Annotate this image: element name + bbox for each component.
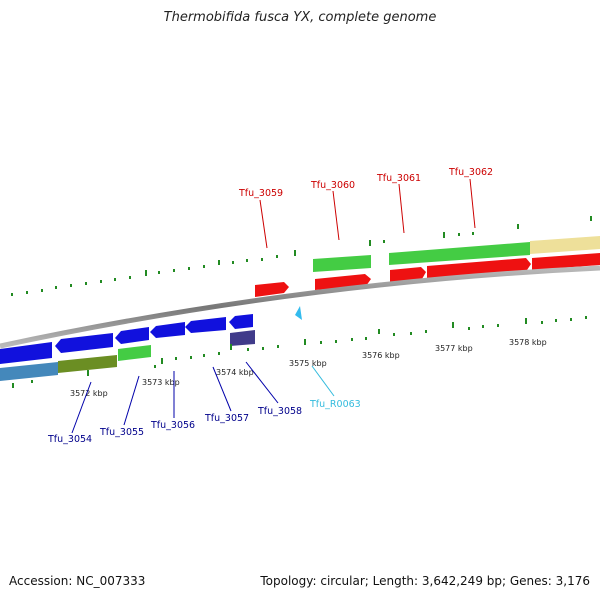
gene-arrow-tfu-3059[interactable]: [255, 282, 289, 297]
forward-gene-labels: Tfu_3059 Tfu_3060 Tfu_3061 Tfu_3062: [238, 167, 493, 199]
gene-label[interactable]: Tfu_3057: [204, 413, 249, 424]
reverse-gene-labels: Tfu_3054 Tfu_3055 Tfu_3056 Tfu_3057 Tfu_…: [47, 406, 302, 445]
cds-band-tfu-3058[interactable]: [230, 330, 255, 346]
gene-label[interactable]: Tfu_3056: [150, 420, 195, 431]
gene-arrow-forward-3[interactable]: [427, 258, 531, 278]
cds-band-tfu-3054[interactable]: [0, 362, 58, 381]
gene-arrow-reverse-3[interactable]: [115, 327, 149, 344]
gene-label[interactable]: Tfu_3060: [310, 180, 355, 191]
cds-band-tfu-3056[interactable]: [118, 345, 151, 361]
accession-text: Accession: NC_007333: [9, 574, 146, 588]
kbp-label: 3577 kbp: [435, 344, 473, 353]
forward-leader-lines: [259, 178, 476, 249]
kbp-label: 3574 kbp: [216, 368, 254, 377]
gene-label[interactable]: Tfu_3058: [257, 406, 302, 417]
cds-band-tfu-3055[interactable]: [58, 355, 117, 373]
gene-arrow-forward-2[interactable]: [390, 267, 426, 282]
gene-label[interactable]: Tfu_3055: [99, 427, 144, 438]
kbp-scale-labels: 3572 kbp 3573 kbp 3574 kbp 3575 kbp 3576…: [70, 338, 547, 398]
gene-arrow-reverse-4[interactable]: [150, 322, 185, 338]
kbp-label: 3576 kbp: [362, 351, 400, 360]
outer-tick-ring: [11, 216, 592, 296]
map-title: Thermobifida fusca YX, complete genome: [163, 10, 437, 25]
genome-backbone: [0, 265, 600, 349]
cds-band-tfu-3060[interactable]: [313, 255, 371, 272]
gene-arrow-reverse-6[interactable]: [229, 314, 253, 329]
reverse-leader-lines: [71, 361, 279, 434]
gene-label[interactable]: Tfu_3054: [47, 434, 92, 445]
gene-label[interactable]: Tfu_3059: [238, 188, 283, 199]
gene-arrow-reverse-2[interactable]: [55, 333, 113, 353]
genome-summary-text: Topology: circular; Length: 3,642,249 bp…: [260, 574, 590, 588]
kbp-label: 3575 kbp: [289, 359, 327, 368]
rna-gene-label[interactable]: Tfu_R0063: [309, 399, 361, 410]
rna-marker-tfu-r0063[interactable]: [295, 306, 302, 320]
cds-band-tfu-3062[interactable]: [530, 236, 600, 254]
gene-arrow-forward-4[interactable]: [532, 253, 600, 270]
kbp-label: 3572 kbp: [70, 389, 108, 398]
gene-label[interactable]: Tfu_3061: [376, 173, 421, 184]
rna-leader-line: [311, 365, 335, 397]
kbp-label: 3573 kbp: [142, 378, 180, 387]
gene-arrow-reverse-1[interactable]: [0, 342, 52, 364]
reverse-strand-genes: [0, 314, 255, 381]
forward-strand-genes: [255, 236, 600, 297]
inner-tick-ring: [12, 316, 587, 388]
cds-band-tfu-3061[interactable]: [389, 242, 530, 265]
kbp-label: 3578 kbp: [509, 338, 547, 347]
gene-arrow-reverse-5[interactable]: [185, 317, 226, 333]
gene-label[interactable]: Tfu_3062: [448, 167, 493, 178]
